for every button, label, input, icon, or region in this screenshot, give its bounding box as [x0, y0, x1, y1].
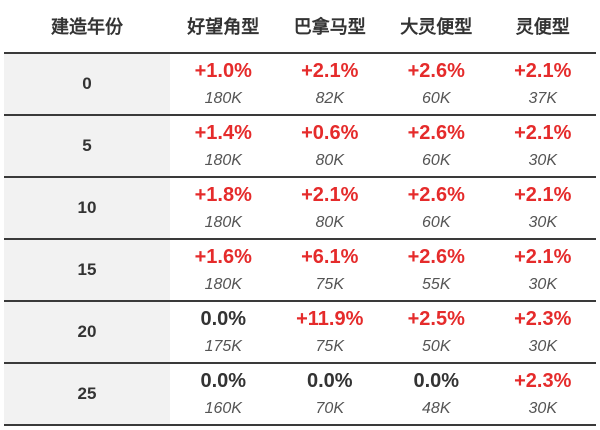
fleet-value: 75K	[315, 276, 344, 293]
change-percent: +2.1%	[514, 122, 572, 144]
fleet-value: 70K	[315, 400, 344, 417]
change-percent: +2.1%	[514, 246, 572, 268]
build-year-cell: 10	[4, 178, 170, 238]
fleet-value: 180K	[204, 90, 242, 107]
fleet-value: 30K	[528, 214, 557, 231]
table-body: 0 +1.0% 180K +2.1% 82K +2.6% 60K +2.1% 37K 5 +1.4%…	[4, 54, 596, 426]
table-row: 0 +1.0% 180K +2.1% 82K +2.6% 60K +2.1% 37K	[4, 54, 596, 116]
change-percent: +2.1%	[301, 60, 359, 82]
fleet-value: 60K	[422, 152, 451, 169]
table-row: 25 0.0% 160K 0.0% 70K 0.0% 48K +2.3% 30K	[4, 364, 596, 426]
panamax-cell: 0.0% 70K	[277, 364, 384, 424]
change-percent: +2.6%	[407, 122, 465, 144]
build-year-cell: 25	[4, 364, 170, 424]
header-row: 建造年份 好望角型 巴拿马型 大灵便型 灵便型	[4, 0, 596, 54]
capesize-cell: 0.0% 175K	[170, 302, 277, 362]
panamax-cell: +6.1% 75K	[277, 240, 384, 300]
capesize-cell: +1.6% 180K	[170, 240, 277, 300]
handysize-cell: +2.1% 30K	[490, 178, 597, 238]
change-percent: +1.0%	[194, 60, 252, 82]
change-percent: 0.0%	[413, 370, 460, 392]
fleet-value: 80K	[315, 152, 344, 169]
fleet-value: 82K	[315, 90, 344, 107]
supramax-cell: +2.6% 60K	[383, 116, 490, 176]
supramax-cell: +2.6% 55K	[383, 240, 490, 300]
change-percent: +2.1%	[301, 184, 359, 206]
fleet-value: 48K	[422, 400, 451, 417]
header-capesize: 好望角型	[187, 17, 260, 37]
change-percent: 0.0%	[200, 370, 247, 392]
panamax-cell: +2.1% 80K	[277, 178, 384, 238]
panamax-cell: +2.1% 82K	[277, 54, 384, 114]
handysize-cell: +2.1% 30K	[490, 240, 597, 300]
panamax-cell: +0.6% 80K	[277, 116, 384, 176]
build-year-cell: 15	[4, 240, 170, 300]
change-percent: +1.4%	[194, 122, 252, 144]
fleet-value: 30K	[528, 276, 557, 293]
change-percent: +2.1%	[514, 60, 572, 82]
fleet-value: 60K	[422, 90, 451, 107]
fleet-value: 37K	[528, 90, 557, 107]
fleet-value: 80K	[315, 214, 344, 231]
build-year-cell: 20	[4, 302, 170, 362]
fleet-value: 180K	[204, 214, 242, 231]
fleet-value: 30K	[528, 152, 557, 169]
table-row: 20 0.0% 175K +11.9% 75K +2.5% 50K +2.3% 30K	[4, 302, 596, 364]
table-row: 15 +1.6% 180K +6.1% 75K +2.6% 55K +2.1% 30K	[4, 240, 596, 302]
fleet-value: 30K	[528, 400, 557, 417]
supramax-cell: 0.0% 48K	[383, 364, 490, 424]
fleet-value: 175K	[204, 338, 242, 355]
capesize-cell: +1.4% 180K	[170, 116, 277, 176]
fleet-value: 30K	[528, 338, 557, 355]
change-percent: +2.6%	[407, 246, 465, 268]
handysize-cell: +2.1% 30K	[490, 116, 597, 176]
fleet-value: 75K	[315, 338, 344, 355]
change-percent: +2.5%	[407, 308, 465, 330]
supramax-cell: +2.6% 60K	[383, 178, 490, 238]
build-year-cell: 5	[4, 116, 170, 176]
change-percent: +2.3%	[514, 370, 572, 392]
change-percent: 0.0%	[200, 308, 247, 330]
change-percent: +6.1%	[301, 246, 359, 268]
supramax-cell: +2.5% 50K	[383, 302, 490, 362]
change-percent: +11.9%	[296, 308, 364, 330]
header-supramax: 大灵便型	[400, 17, 473, 37]
change-percent: +2.1%	[514, 184, 572, 206]
table-row: 10 +1.8% 180K +2.1% 80K +2.6% 60K +2.1% 30K	[4, 178, 596, 240]
change-percent: +2.3%	[514, 308, 572, 330]
change-percent: +1.6%	[194, 246, 252, 268]
change-percent: +0.6%	[301, 122, 359, 144]
handysize-cell: +2.3% 30K	[490, 364, 597, 424]
build-year-cell: 0	[4, 54, 170, 114]
fleet-value: 50K	[422, 338, 451, 355]
header-panamax: 巴拿马型	[293, 17, 366, 37]
header-build-year: 建造年份	[51, 17, 123, 37]
capesize-cell: 0.0% 160K	[170, 364, 277, 424]
change-percent: +1.8%	[194, 184, 252, 206]
change-percent: +2.6%	[407, 184, 465, 206]
handysize-cell: +2.3% 30K	[490, 302, 597, 362]
fleet-value: 55K	[422, 276, 451, 293]
data-table: 建造年份 好望角型 巴拿马型 大灵便型 灵便型 0 +1.0% 180K +2.1% 8…	[4, 0, 596, 426]
capesize-cell: +1.0% 180K	[170, 54, 277, 114]
panamax-cell: +11.9% 75K	[277, 302, 384, 362]
fleet-value: 180K	[204, 152, 242, 169]
fleet-value: 160K	[204, 400, 242, 417]
handysize-cell: +2.1% 37K	[490, 54, 597, 114]
table-row: 5 +1.4% 180K +0.6% 80K +2.6% 60K +2.1% 30K	[4, 116, 596, 178]
supramax-cell: +2.6% 60K	[383, 54, 490, 114]
capesize-cell: +1.8% 180K	[170, 178, 277, 238]
change-percent: 0.0%	[306, 370, 353, 392]
change-percent: +2.6%	[407, 60, 465, 82]
fleet-value: 60K	[422, 214, 451, 231]
fleet-value: 180K	[204, 276, 242, 293]
header-handysize: 灵便型	[515, 17, 570, 37]
